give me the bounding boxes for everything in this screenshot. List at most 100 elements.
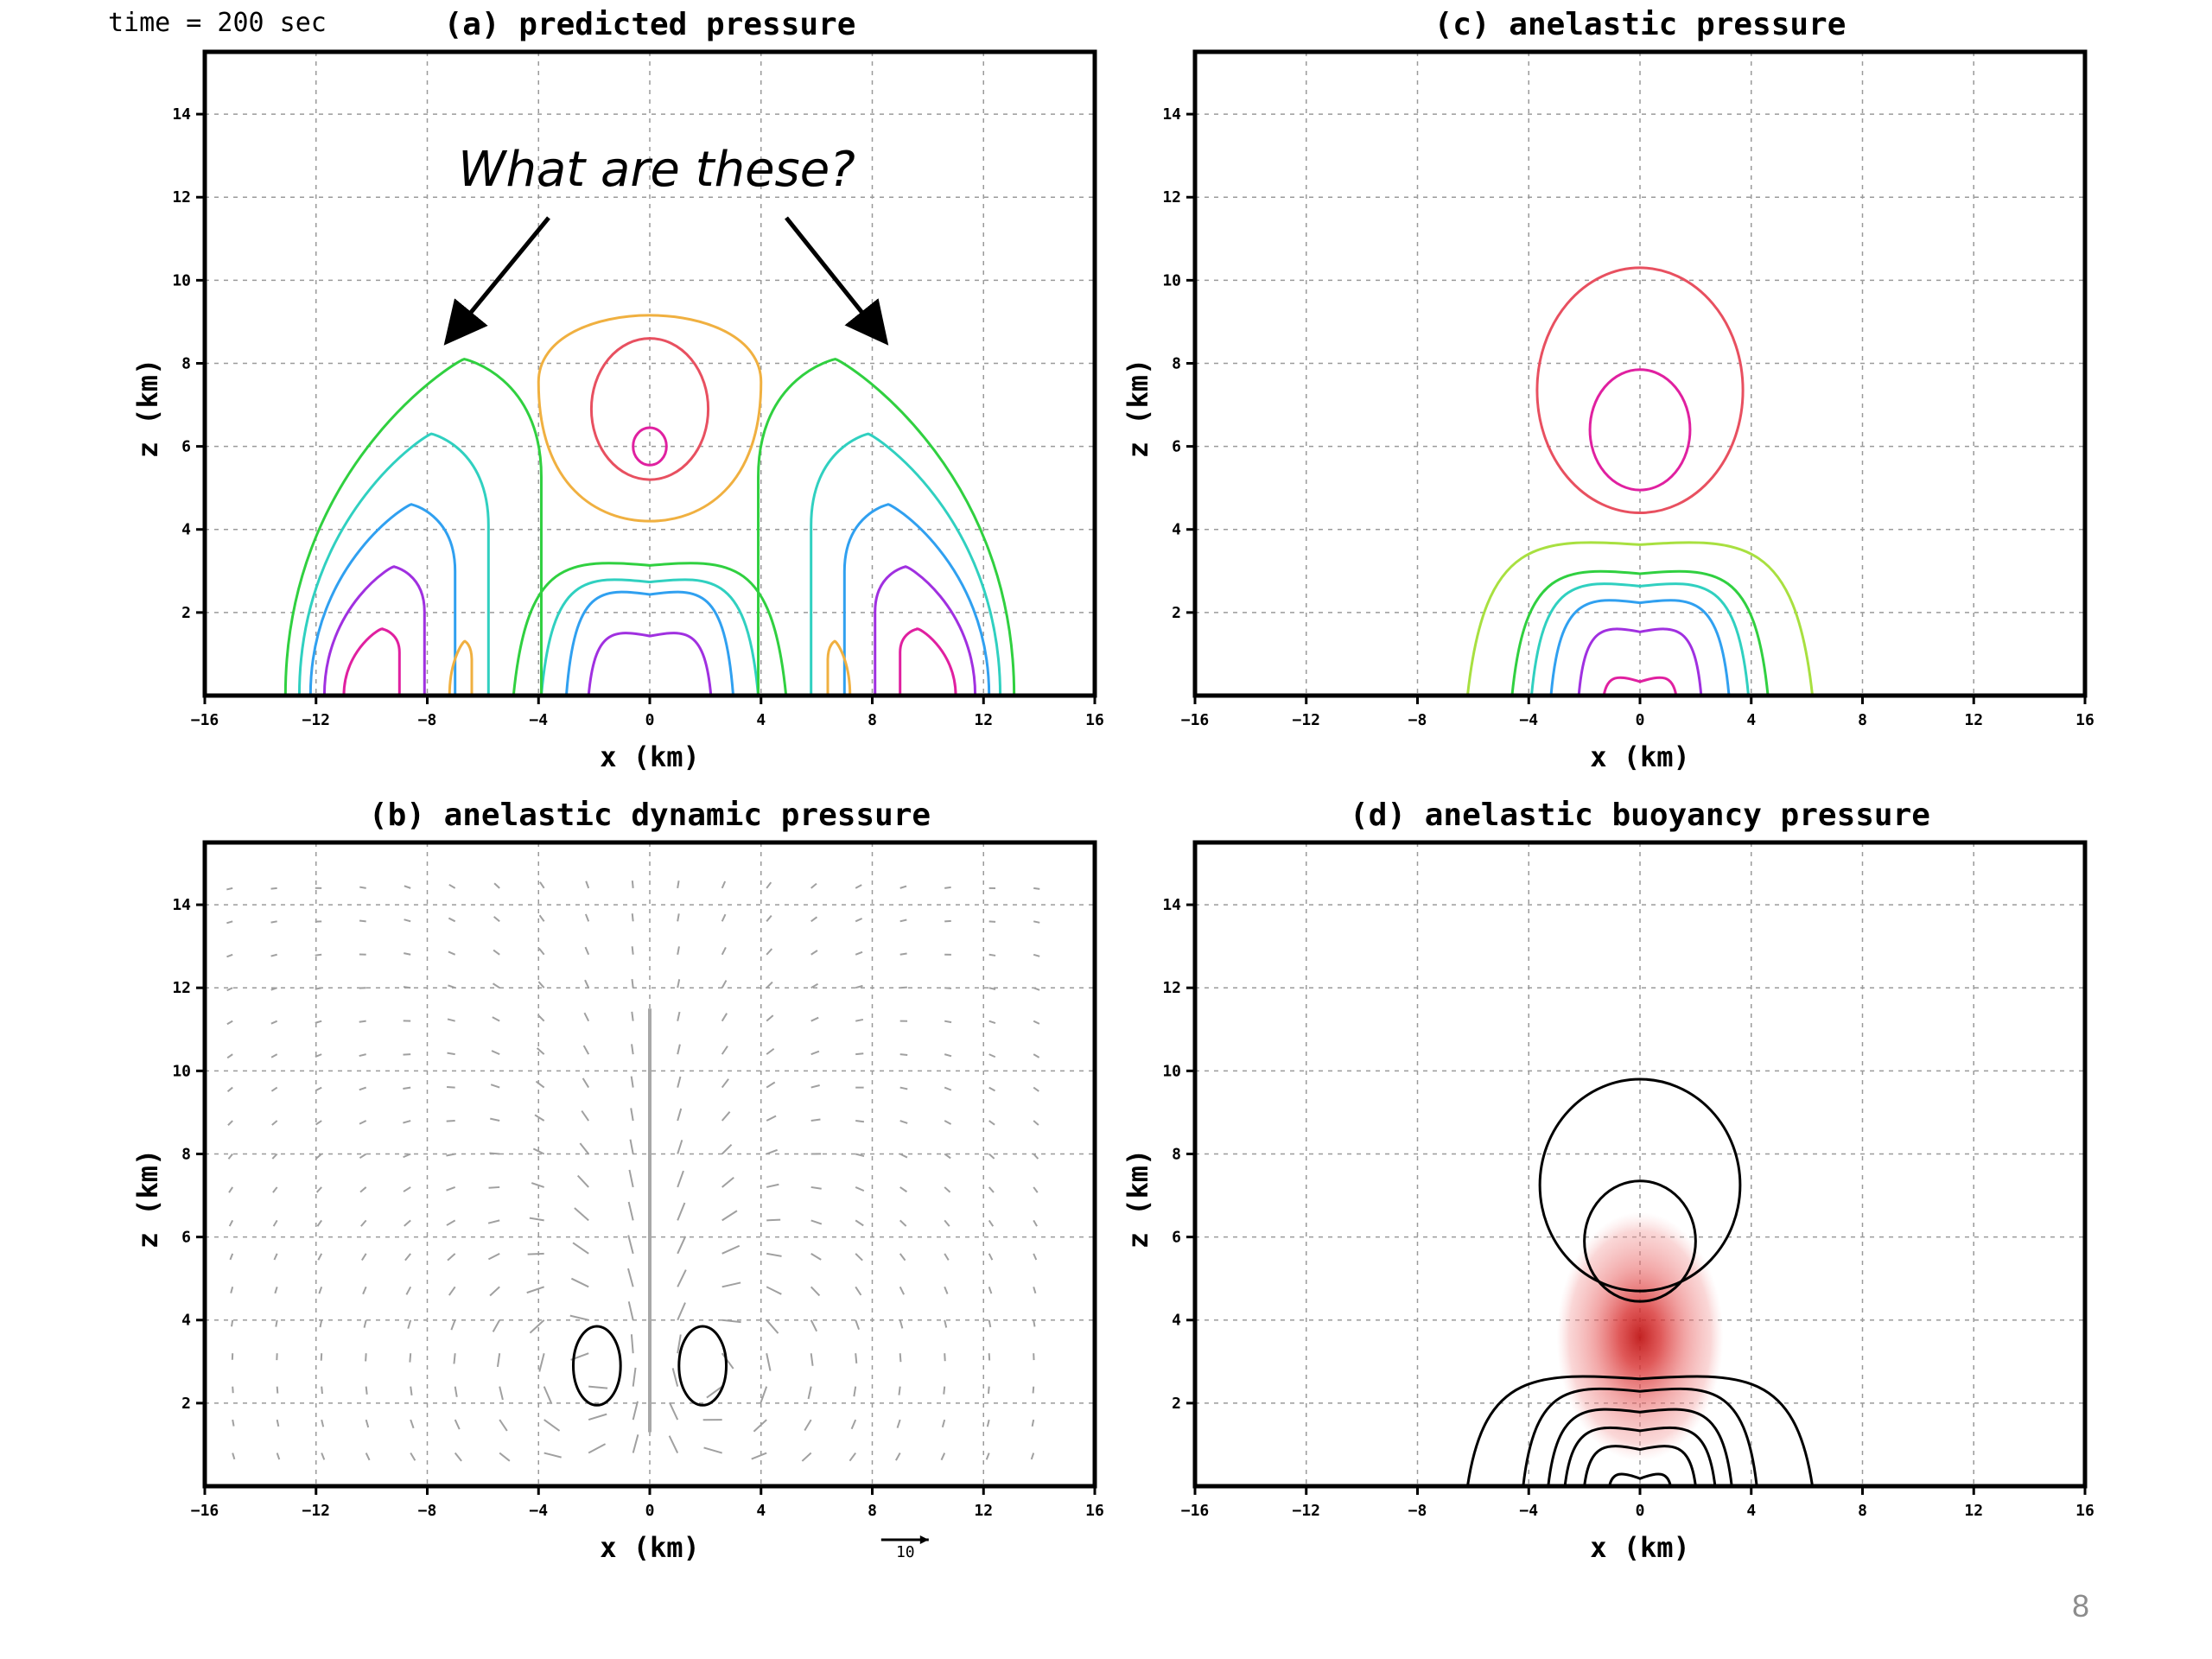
vector-arrow bbox=[569, 1314, 589, 1321]
vector-arrow bbox=[1032, 1386, 1035, 1394]
y-tick-label: 2 bbox=[181, 1395, 191, 1413]
vector-arrow bbox=[766, 1081, 776, 1089]
vector-arrow bbox=[631, 1044, 634, 1055]
x-axis-label: x (km) bbox=[600, 741, 700, 773]
vector-arrow bbox=[315, 1086, 322, 1092]
vector-arrow bbox=[855, 1253, 863, 1262]
vector-arrow bbox=[810, 882, 817, 889]
vector-arrow bbox=[315, 1186, 322, 1193]
vector-arrow bbox=[270, 987, 278, 991]
contour-left-2 bbox=[297, 432, 490, 696]
vector-arrow bbox=[944, 1053, 952, 1058]
vector-arrow bbox=[855, 884, 862, 889]
vector-arrow bbox=[895, 1452, 901, 1461]
annotation-arrow-right bbox=[785, 216, 889, 346]
vector-arrow bbox=[583, 1012, 590, 1022]
vector-arrow bbox=[588, 1413, 607, 1421]
contour-right-loop bbox=[677, 1325, 728, 1407]
vector-arrow bbox=[632, 1434, 639, 1453]
x-tick-label: −12 bbox=[1292, 711, 1320, 729]
contour-outer bbox=[1535, 266, 1745, 515]
vector-arrow bbox=[849, 1452, 856, 1462]
vector-arrow bbox=[526, 1286, 545, 1294]
panel-title: (b) anelastic dynamic pressure bbox=[369, 798, 931, 833]
vector-arrow bbox=[721, 1143, 733, 1155]
vector-arrow bbox=[766, 1183, 779, 1188]
vector-arrow bbox=[677, 1108, 683, 1122]
vector-arrow bbox=[721, 1244, 741, 1255]
vector-arrow bbox=[706, 1385, 723, 1399]
vector-arrow bbox=[584, 946, 590, 956]
vector-arrow bbox=[499, 1386, 504, 1401]
vector-arrow bbox=[276, 1386, 279, 1394]
vector-arrow bbox=[538, 948, 545, 956]
vector-arrow bbox=[490, 1084, 500, 1089]
vector-arrow bbox=[489, 1286, 500, 1297]
vector-arrow bbox=[229, 1253, 234, 1261]
vector-arrow bbox=[985, 1452, 990, 1460]
vector-arrow bbox=[270, 920, 277, 924]
vector-arrow bbox=[496, 1353, 501, 1368]
vector-arrow bbox=[315, 953, 322, 957]
x-tick-label: −8 bbox=[418, 1502, 437, 1520]
vector-arrow bbox=[492, 1319, 501, 1332]
vector-arrow bbox=[855, 1018, 864, 1022]
vector-arrow bbox=[855, 1353, 858, 1363]
contour-right-5 bbox=[899, 627, 957, 696]
panel-b: −16 −12 −8 −4 0 4 8 12 16 2 4 6 8 10 12 14 (b) anelastic… bbox=[131, 798, 1104, 1564]
vector-arrow bbox=[447, 1018, 455, 1022]
vector-arrow bbox=[490, 1117, 500, 1122]
vector-arrow bbox=[944, 1120, 952, 1125]
vector-arrow bbox=[365, 1452, 371, 1461]
vector-arrow bbox=[365, 1419, 370, 1428]
vector-arrow bbox=[721, 1046, 728, 1055]
y-tick-label: 6 bbox=[1172, 1229, 1181, 1247]
x-tick-label: 0 bbox=[1636, 711, 1645, 729]
vector-arrow bbox=[1033, 987, 1040, 991]
vector-arrow bbox=[448, 1286, 456, 1296]
x-tick-label: 0 bbox=[1636, 1502, 1645, 1520]
vector-arrow bbox=[632, 1367, 637, 1387]
vector-arrow bbox=[448, 950, 456, 956]
vector-arrow bbox=[404, 952, 411, 956]
x-tick-label: −16 bbox=[191, 711, 219, 729]
vector-arrow bbox=[365, 1353, 367, 1362]
vector-arrow bbox=[226, 1053, 233, 1059]
y-tick-label: 4 bbox=[1172, 1312, 1181, 1330]
contour-left-5 bbox=[342, 627, 401, 696]
vector-arrow bbox=[492, 1016, 500, 1022]
y-tick-label: 14 bbox=[1162, 105, 1181, 124]
vector-arrow bbox=[359, 919, 366, 923]
vector-arrow bbox=[631, 880, 634, 888]
vector-arrow bbox=[527, 1252, 544, 1255]
vector-arrow bbox=[627, 1301, 634, 1320]
vector-arrow bbox=[361, 1253, 367, 1262]
vector-arrow bbox=[403, 1186, 411, 1192]
x-tick-label: 0 bbox=[645, 711, 655, 729]
vector-arrow bbox=[228, 1219, 234, 1227]
vector-arrow bbox=[447, 1253, 456, 1262]
vector-arrow bbox=[630, 1334, 634, 1354]
contour-arch-1 bbox=[1465, 541, 1815, 696]
vector-arrow bbox=[810, 1185, 822, 1190]
y-tick-label: 4 bbox=[181, 1312, 191, 1330]
vector-arrow bbox=[810, 1050, 820, 1056]
contour-left-1 bbox=[283, 358, 543, 696]
vector-arrow bbox=[448, 984, 456, 989]
x-tick-label: −4 bbox=[529, 711, 548, 729]
vector-arrow bbox=[1031, 1419, 1035, 1427]
vector-arrow bbox=[671, 1368, 679, 1387]
vector-arrow bbox=[410, 1419, 415, 1429]
panel-title: (c) anelastic pressure bbox=[1434, 7, 1847, 42]
y-tick-label: 8 bbox=[1172, 1145, 1181, 1163]
x-tick-label: 4 bbox=[756, 1502, 766, 1520]
vector-arrow bbox=[766, 1014, 774, 1022]
vector-arrow bbox=[899, 1186, 908, 1193]
x-tick-label: −4 bbox=[1519, 711, 1538, 729]
y-axis-label: z (km) bbox=[131, 359, 164, 459]
vector-arrow bbox=[810, 1118, 821, 1122]
vector-arrow bbox=[850, 1419, 857, 1430]
vector-arrow bbox=[405, 1286, 412, 1295]
vector-arrow bbox=[677, 1011, 681, 1021]
y-tick-label: 12 bbox=[1162, 188, 1181, 207]
